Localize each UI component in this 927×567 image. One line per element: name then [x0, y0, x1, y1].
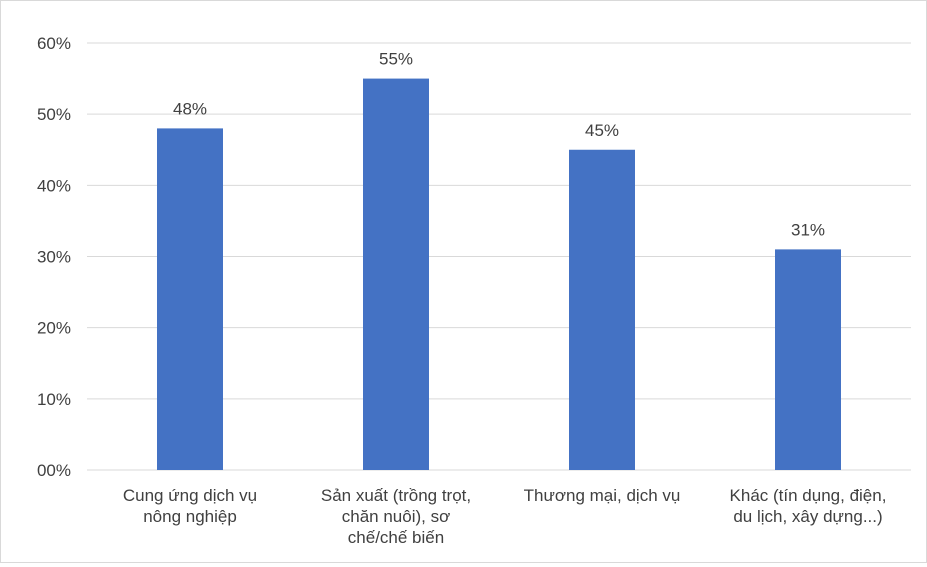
gridlines — [87, 42, 911, 400]
y-tick-label: 20% — [37, 319, 71, 338]
data-labels: 48% 55% 45% 31% — [173, 50, 825, 240]
x-tick-label-line: Cung ứng dịch vụ — [123, 486, 257, 505]
data-label: 45% — [585, 121, 619, 140]
x-tick-label-line: du lịch, xây dựng...) — [733, 507, 882, 526]
data-label: 48% — [173, 99, 207, 118]
data-label: 55% — [379, 50, 413, 69]
x-tick-label-line: chăn nuôi), sơ — [342, 507, 450, 526]
x-tick-labels: Cung ứng dịch vụ nông nghiệp Sản xuất (trồ… — [123, 486, 887, 547]
bar — [157, 128, 223, 470]
x-tick-label-line: Thương mại, dịch vụ — [524, 486, 681, 505]
bar — [775, 249, 841, 470]
y-tick-label: 30% — [37, 248, 71, 267]
x-tick-label: Khác (tín dụng, điện, du lịch, xây dựng..… — [730, 486, 887, 526]
x-tick-label: Sản xuất (trồng trọt, chăn nuôi), sơ chế/c… — [321, 486, 471, 547]
x-tick-label: Cung ứng dịch vụ nông nghiệp — [123, 486, 257, 526]
y-tick-label: 10% — [37, 390, 71, 409]
x-tick-label-line: nông nghiệp — [143, 507, 237, 526]
y-tick-label: 60% — [37, 34, 71, 53]
data-label: 31% — [791, 220, 825, 239]
x-tick-label-line: Sản xuất (trồng trọt, — [321, 486, 471, 505]
y-tick-label: 00% — [37, 461, 71, 480]
y-tick-labels: 00% 10% 20% 30% 40% 50% 60% — [37, 34, 71, 480]
bar — [569, 149, 635, 470]
bars — [157, 78, 841, 470]
x-tick-label-line: chế/chế biến — [348, 528, 444, 547]
y-tick-label: 40% — [37, 176, 71, 195]
x-tick-label-line: Khác (tín dụng, điện, — [730, 486, 887, 505]
bar — [363, 78, 429, 470]
x-tick-label: Thương mại, dịch vụ — [524, 486, 681, 505]
y-tick-label: 50% — [37, 105, 71, 124]
